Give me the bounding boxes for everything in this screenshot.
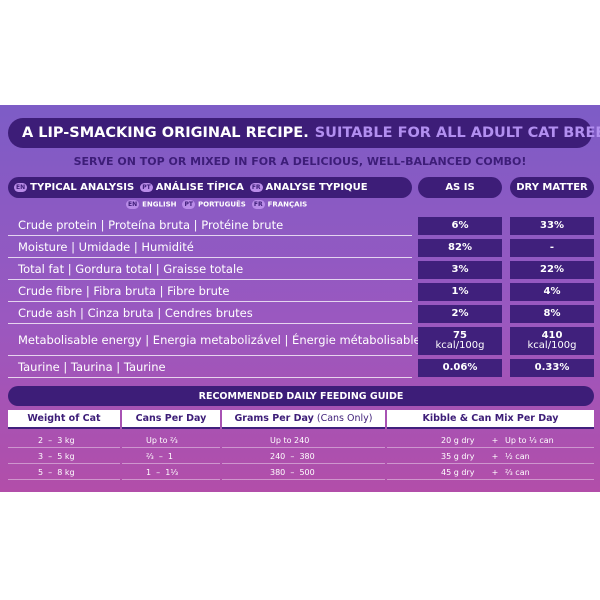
value: 3% bbox=[451, 263, 469, 275]
feeding-header: Cans Per Day bbox=[122, 410, 220, 429]
banner-highlight: SUITABLE FOR ALL ADULT CAT BREEDS bbox=[314, 125, 600, 141]
analysis-row-label: Metabolisable energy | Energia metaboliz… bbox=[8, 325, 421, 356]
language-badge: PT bbox=[182, 200, 195, 209]
value: 1% bbox=[451, 285, 469, 297]
analysis-row-label: Total fat | Gordura total | Graisse tota… bbox=[8, 259, 412, 280]
cans-cell: 1 – 1⅓ bbox=[122, 465, 220, 480]
analysis-row-label: Crude ash | Cinza bruta | Cendres brutes bbox=[8, 303, 412, 324]
banner: A LIP-SMACKING ORIGINAL RECIPE. SUITABLE … bbox=[8, 118, 600, 148]
value-unit: kcal/100g bbox=[527, 340, 577, 351]
plus: + bbox=[491, 467, 499, 477]
value: 22% bbox=[540, 263, 564, 275]
cans-cell: ⅔ – 1 bbox=[122, 449, 220, 464]
header-text: Cans Per Day bbox=[135, 413, 207, 424]
analysis-value: 22% bbox=[510, 261, 594, 279]
language-badge: FR bbox=[249, 183, 263, 192]
value-unit: kcal/100g bbox=[435, 340, 485, 351]
language-label: FRANÇAIS bbox=[267, 200, 308, 209]
kibble-can: ⅔ can bbox=[505, 467, 530, 477]
analysis-row-label: Moisture | Umidade | Humidité bbox=[8, 237, 412, 258]
grams-cell: 240 – 380 bbox=[222, 449, 385, 464]
feeding-header: Weight of Cat bbox=[8, 410, 120, 429]
analysis-value: 0.06% bbox=[418, 359, 502, 377]
analysis-row-label: Crude protein | Proteína bruta | Protéin… bbox=[8, 215, 412, 236]
analysis-value: 3% bbox=[418, 261, 502, 279]
value: 82% bbox=[448, 241, 472, 253]
value: 8% bbox=[543, 307, 561, 319]
feeding-title: RECOMMENDED DAILY FEEDING GUIDE bbox=[8, 386, 594, 406]
value: 75 bbox=[453, 329, 467, 341]
analysis-value: 75 kcal/100g bbox=[418, 327, 502, 355]
column-header: DRY MATTER bbox=[510, 177, 594, 198]
kibble-can: Up to ⅓ can bbox=[505, 435, 554, 445]
language-label: ENGLISH bbox=[142, 200, 177, 209]
feeding-header: Grams Per Day (Cans Only) bbox=[222, 410, 385, 429]
plus: + bbox=[491, 435, 499, 445]
banner-title: A LIP-SMACKING ORIGINAL RECIPE. bbox=[22, 125, 309, 141]
kibble-dry: 20 g dry bbox=[441, 435, 475, 445]
language-badge: EN bbox=[126, 200, 140, 209]
header-text: Kibble & Can Mix Per Day bbox=[422, 413, 559, 424]
kibble-dry: 45 g dry bbox=[441, 467, 475, 477]
analysis-row-label: Taurine | Taurina | Taurine bbox=[8, 357, 412, 378]
kibble-can: ½ can bbox=[505, 451, 530, 461]
cans-cell: Up to ⅔ bbox=[122, 433, 220, 448]
heading-label: ANÁLISE TÍPICA bbox=[155, 182, 244, 193]
weight-cell: 5 – 8 kg bbox=[8, 465, 120, 480]
kibble-cell: 35 g dry + ½ can bbox=[387, 449, 594, 464]
subtitle: SERVE ON TOP OR MIXED IN FOR A DELICIOUS… bbox=[73, 155, 527, 168]
analysis-value: 2% bbox=[418, 305, 502, 323]
column-header: AS IS bbox=[418, 177, 502, 198]
feeding-header: Kibble & Can Mix Per Day bbox=[387, 410, 594, 429]
analysis-value: 4% bbox=[510, 283, 594, 301]
analysis-value: - bbox=[510, 239, 594, 257]
analysis-value: 33% bbox=[510, 217, 594, 235]
kibble-dry: 35 g dry bbox=[441, 451, 475, 461]
value: 0.06% bbox=[442, 361, 478, 373]
value: 0.33% bbox=[534, 361, 570, 373]
analysis-value: 1% bbox=[418, 283, 502, 301]
grams-cell: Up to 240 bbox=[222, 433, 385, 448]
heading-label: TYPICAL ANALYSIS bbox=[30, 182, 135, 193]
analysis-value: 8% bbox=[510, 305, 594, 323]
language-legend: EN ENGLISH PT PORTUGUÊS FR FRANÇAIS bbox=[120, 200, 307, 209]
heading-label: ANALYSE TYPIQUE bbox=[265, 182, 368, 193]
header-text: Grams Per Day bbox=[234, 413, 314, 424]
kibble-cell: 20 g dry + Up to ⅓ can bbox=[387, 433, 594, 448]
header-text: Weight of Cat bbox=[27, 413, 101, 424]
language-badge: EN bbox=[14, 183, 28, 192]
value: - bbox=[549, 241, 555, 253]
value: 6% bbox=[451, 219, 469, 231]
kibble-cell: 45 g dry + ⅔ can bbox=[387, 465, 594, 480]
value: 410 bbox=[541, 329, 563, 341]
analysis-value: 0.33% bbox=[510, 359, 594, 377]
header-note: (Cans Only) bbox=[316, 413, 373, 424]
analysis-value: 6% bbox=[418, 217, 502, 235]
language-label: PORTUGUÊS bbox=[197, 200, 246, 209]
value: 4% bbox=[543, 285, 561, 297]
grams-cell: 380 – 500 bbox=[222, 465, 385, 480]
value: 2% bbox=[451, 307, 469, 319]
weight-cell: 3 – 5 kg bbox=[8, 449, 120, 464]
analysis-heading: EN TYPICAL ANALYSIS PT ANÁLISE TÍPICA FR ANAL… bbox=[8, 177, 412, 198]
language-badge: FR bbox=[251, 200, 265, 209]
plus: + bbox=[491, 451, 499, 461]
value: 33% bbox=[540, 219, 564, 231]
analysis-row-label: Crude fibre | Fibra bruta | Fibre brute bbox=[8, 281, 412, 302]
analysis-value: 410 kcal/100g bbox=[510, 327, 594, 355]
analysis-value: 82% bbox=[418, 239, 502, 257]
language-badge: PT bbox=[140, 183, 153, 192]
weight-cell: 2 – 3 kg bbox=[8, 433, 120, 448]
